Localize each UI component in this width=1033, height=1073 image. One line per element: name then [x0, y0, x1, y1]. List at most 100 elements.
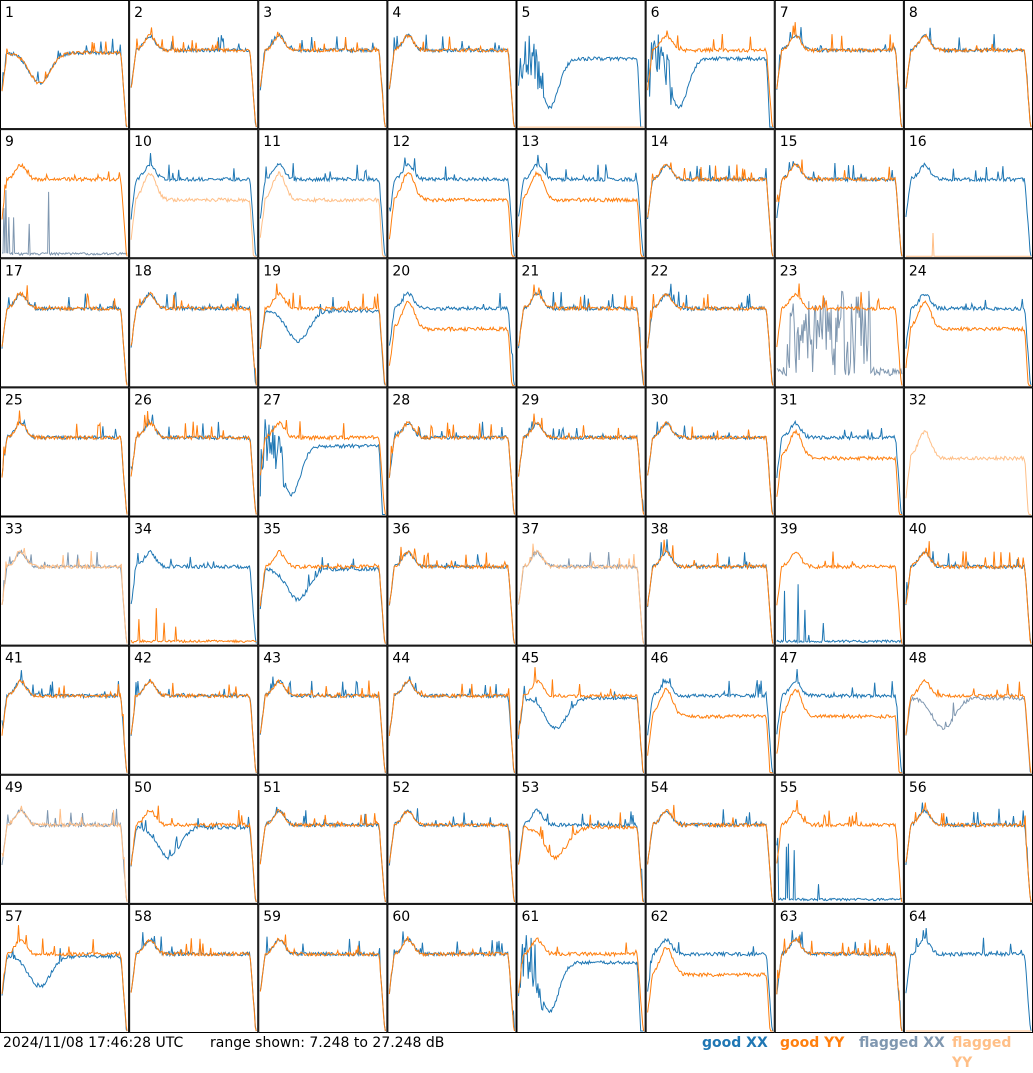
legend-flagged-yy: flagged YY — [952, 1035, 1012, 1071]
panel-frame — [129, 903, 259, 1033]
series-yy-good — [259, 808, 386, 902]
series-xx-good — [518, 808, 645, 903]
panel-frame — [903, 516, 1033, 646]
panel-label: 60 — [392, 909, 410, 925]
series-yy-good — [1, 679, 128, 773]
panel-8: 8 — [903, 0, 1033, 130]
series-yy-good — [259, 679, 386, 773]
panel-frame — [0, 516, 130, 646]
panel-label: 46 — [651, 651, 669, 667]
panel-41: 41 — [0, 645, 130, 775]
panel-62: 62 — [645, 903, 775, 1033]
panel-label: 25 — [5, 392, 23, 408]
panel-frame — [0, 129, 130, 259]
panel-label: 2 — [134, 5, 143, 21]
series-yy-good — [776, 936, 903, 1032]
panel-frame — [258, 129, 388, 259]
panel-frame — [129, 0, 259, 130]
panel-frame — [645, 903, 775, 1033]
series-xx-good — [905, 928, 1032, 1032]
panel-56: 56 — [903, 774, 1033, 904]
series-xx-good — [259, 419, 386, 515]
panel-label: 17 — [5, 263, 23, 279]
series-yy-good — [1, 41, 128, 128]
panel-frame — [774, 0, 904, 130]
series-yy-good — [518, 170, 644, 257]
series-yy-flagged — [905, 232, 1031, 257]
series-xx-good — [259, 162, 386, 257]
panel-label: 36 — [392, 522, 410, 538]
panel-22: 22 — [645, 258, 775, 388]
panel-label: 34 — [134, 522, 152, 538]
panel-label: 30 — [651, 392, 669, 408]
panel-frame — [774, 387, 904, 517]
panel-label: 64 — [909, 909, 927, 925]
series-yy-good — [130, 608, 257, 644]
panel-33: 33 — [0, 516, 130, 646]
panel-26: 26 — [129, 387, 259, 517]
panel-frame — [774, 516, 904, 646]
panel-24: 24 — [903, 258, 1033, 388]
panel-label: 7 — [780, 5, 789, 21]
panel-frame — [387, 774, 517, 904]
legend-flagged-xx: flagged XX — [859, 1035, 945, 1051]
panel-frame — [387, 258, 517, 388]
series-xx-good — [388, 291, 515, 386]
series-yy-good — [776, 428, 902, 515]
series-yy-good — [130, 805, 257, 903]
panel-label: 59 — [263, 909, 281, 925]
panel-frame — [516, 903, 646, 1033]
panel-label: 28 — [392, 392, 410, 408]
legend-good-xx: good XX — [702, 1035, 768, 1051]
panel-label: 31 — [780, 392, 798, 408]
panel-label: 50 — [134, 780, 152, 796]
panel-38: 38 — [645, 516, 775, 646]
series-xx-good — [130, 816, 257, 903]
panel-18: 18 — [129, 258, 259, 388]
panel-63: 63 — [774, 903, 904, 1033]
series-yy-good — [905, 33, 1032, 128]
panel-15: 15 — [774, 129, 904, 259]
panel-frame — [129, 516, 259, 646]
panel-frame — [129, 258, 259, 388]
series-yy-good — [647, 687, 773, 774]
series-xx-flagged — [518, 550, 645, 644]
panel-label: 8 — [909, 5, 918, 21]
panel-28: 28 — [387, 387, 517, 517]
panel-6: 6 — [645, 0, 775, 130]
panel-label: 22 — [651, 263, 669, 279]
panel-frame — [129, 387, 259, 517]
panel-frame — [0, 387, 130, 517]
series-yy-good — [647, 804, 774, 902]
panel-54: 54 — [645, 774, 775, 904]
series-xx-good — [518, 685, 645, 773]
panel-37: 37 — [516, 516, 646, 646]
panel-5: 5 — [516, 0, 646, 130]
series-yy-good — [388, 172, 515, 257]
panel-1: 1 — [0, 0, 130, 130]
panel-11: 11 — [258, 129, 388, 259]
panel-frame — [903, 258, 1033, 388]
panel-frame — [645, 129, 775, 259]
panel-label: 10 — [134, 134, 152, 150]
panel-13: 13 — [516, 129, 646, 259]
panel-label: 12 — [392, 134, 410, 150]
panel-23: 23 — [774, 258, 904, 388]
panel-label: 45 — [522, 651, 540, 667]
series-yy-flagged — [1, 805, 128, 902]
panel-label: 39 — [780, 522, 798, 538]
series-yy-good — [259, 934, 386, 1032]
panel-frame — [387, 129, 517, 259]
series-xx-good — [130, 153, 257, 257]
panel-label: 32 — [909, 392, 927, 408]
series-yy-good — [647, 30, 774, 128]
panel-label: 57 — [5, 909, 23, 925]
panel-frame — [774, 774, 904, 904]
panel-12: 12 — [387, 129, 517, 259]
panel-frame — [129, 129, 259, 259]
series-xx-good — [259, 557, 386, 644]
series-yy-good — [905, 802, 1032, 902]
series-yy-good — [130, 410, 257, 515]
panel-label: 51 — [263, 780, 281, 796]
panel-31: 31 — [774, 387, 904, 517]
